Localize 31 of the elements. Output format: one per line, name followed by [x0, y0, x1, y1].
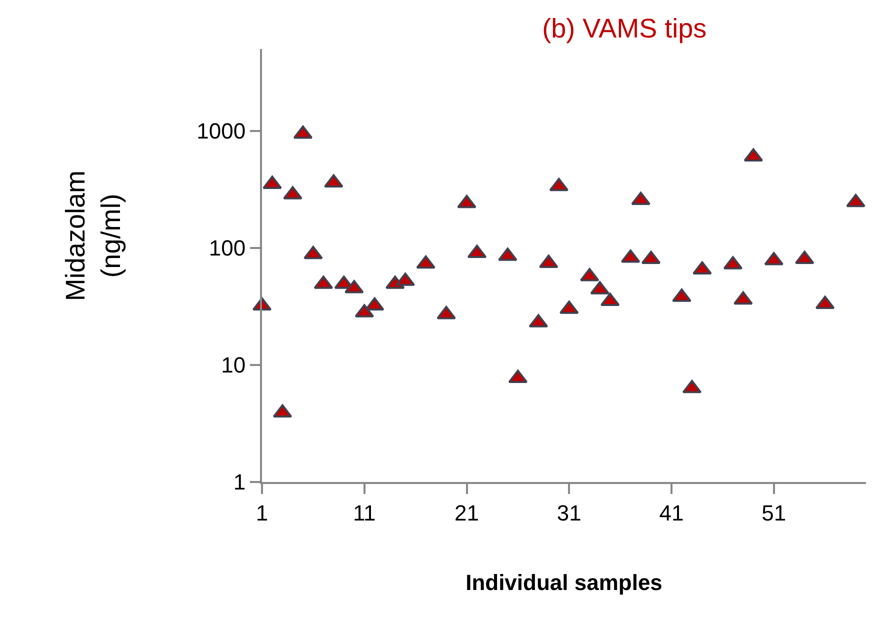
point — [682, 380, 702, 394]
y-tick-label: 1 — [233, 470, 246, 495]
point — [344, 280, 364, 294]
y-axis-title: Midazolam (ng/ml) — [60, 170, 126, 302]
point — [692, 261, 712, 275]
chart-title: (b) VAMS tips — [542, 14, 707, 44]
point — [304, 246, 323, 260]
point — [436, 306, 456, 320]
x-tick-label: 21 — [454, 500, 479, 526]
point — [416, 255, 436, 269]
x-tick-label: 1 — [256, 500, 268, 526]
x-tick-label: 51 — [762, 500, 786, 526]
point — [846, 194, 866, 208]
point — [549, 178, 569, 192]
y-tick-label: 100 — [208, 236, 246, 261]
point — [272, 404, 292, 418]
point — [293, 125, 313, 139]
x-tick-label: 11 — [352, 500, 376, 526]
x-tick-label: 41 — [659, 500, 684, 526]
y-tick-label: 10 — [221, 352, 246, 378]
point — [324, 174, 344, 188]
point — [733, 291, 753, 305]
point — [580, 268, 600, 282]
point — [631, 192, 650, 206]
x-axis-title: Individual samples — [466, 570, 662, 595]
point — [457, 194, 476, 208]
point — [364, 297, 384, 311]
point — [744, 148, 764, 162]
point — [620, 249, 640, 263]
x-tick-label: 31 — [556, 500, 582, 526]
y-tick-label: 1000 — [196, 118, 246, 144]
